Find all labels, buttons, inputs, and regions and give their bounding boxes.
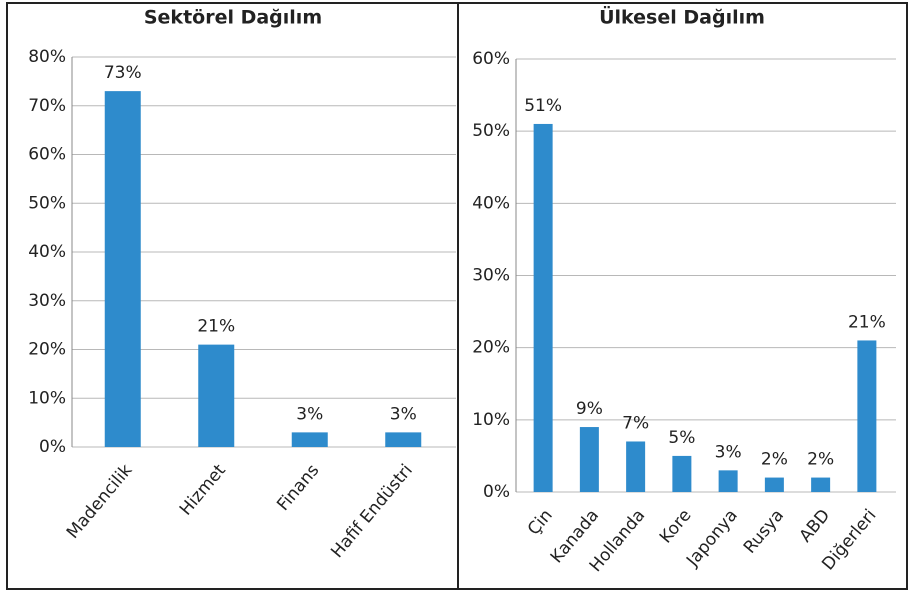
bar: [672, 455, 692, 492]
bar: [533, 123, 553, 492]
y-tick-label: 70%: [28, 96, 66, 116]
y-tick-label: 30%: [28, 291, 66, 311]
chart-title: Ülkesel Dağılım: [599, 5, 765, 29]
y-tick-label: 10%: [472, 410, 510, 430]
bar: [764, 477, 784, 492]
bar: [385, 432, 422, 447]
x-tick-label: ABD: [796, 506, 835, 547]
x-tick-label: Madencilik: [63, 460, 137, 542]
data-label: 3%: [715, 442, 742, 462]
bar: [291, 432, 328, 447]
data-label: 9%: [576, 399, 603, 419]
chart-title: Sektörel Dağılım: [144, 7, 322, 29]
data-label: 2%: [761, 450, 788, 470]
data-label: 21%: [848, 312, 886, 332]
data-label: 3%: [390, 404, 417, 424]
bar: [198, 344, 235, 447]
x-tick-label: Hafif Endüstri: [327, 461, 417, 562]
x-tick-label: Çin: [524, 506, 557, 540]
data-label: 3%: [296, 404, 323, 424]
y-tick-label: 40%: [472, 193, 510, 213]
bar: [579, 427, 599, 492]
x-tick-label: Finans: [273, 460, 323, 514]
y-tick-label: 50%: [28, 193, 66, 213]
y-tick-label: 30%: [472, 266, 510, 286]
y-tick-label: 20%: [28, 340, 66, 360]
data-label: 21%: [197, 317, 235, 337]
data-label: 5%: [668, 428, 695, 448]
y-tick-label: 60%: [472, 49, 510, 69]
bar: [811, 477, 831, 492]
y-tick-label: 60%: [28, 145, 66, 165]
y-tick-label: 50%: [472, 121, 510, 141]
bar: [104, 91, 141, 447]
y-tick-label: 10%: [28, 388, 66, 408]
data-label: 2%: [807, 450, 834, 470]
bar: [626, 441, 646, 492]
data-label: 73%: [104, 63, 142, 83]
y-tick-label: 0%: [39, 437, 66, 457]
y-tick-label: 80%: [28, 47, 66, 67]
y-tick-label: 0%: [483, 482, 510, 502]
y-tick-label: 20%: [472, 338, 510, 358]
x-tick-label: Rusya: [740, 506, 788, 558]
x-tick-label: Hizmet: [176, 460, 230, 519]
x-tick-label: Kore: [656, 506, 696, 548]
bar: [857, 340, 877, 492]
bar: [718, 470, 738, 492]
data-label: 51%: [524, 96, 562, 116]
y-tick-label: 40%: [28, 242, 66, 262]
data-label: 7%: [622, 413, 649, 433]
